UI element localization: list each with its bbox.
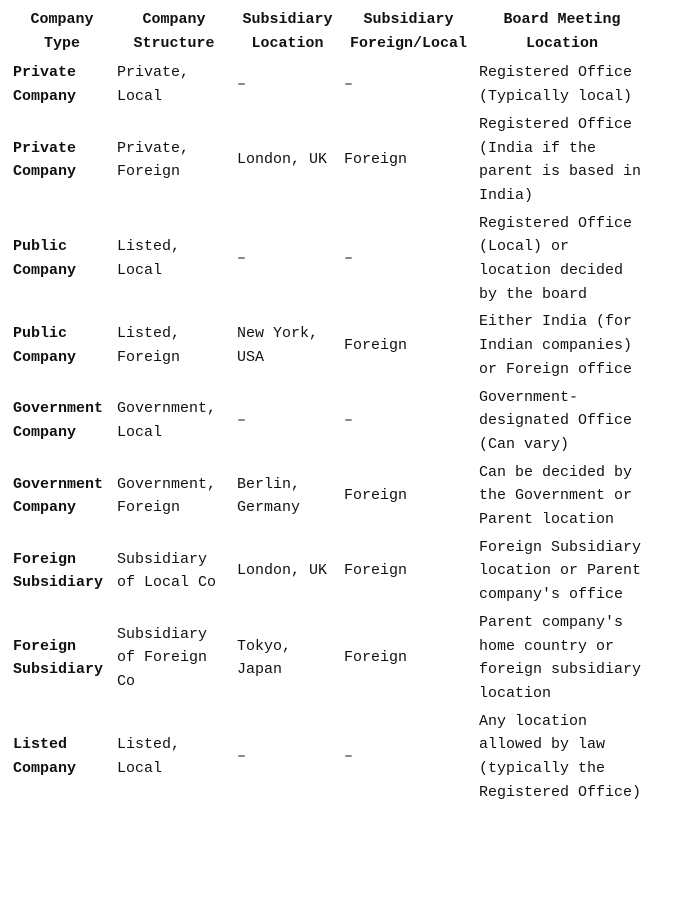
board-meeting-location-cell: Either India (for Indian companies) or F… — [479, 313, 633, 378]
board-meeting-location-cell: Registered Office (Local) or location de… — [479, 214, 633, 303]
board-meeting-location-cell: Foreign Subsidiary location or Parent co… — [479, 538, 642, 604]
subsidiary-location-cell: Berlin, Germany — [237, 475, 301, 517]
company-type-cell: Government Company — [13, 475, 104, 517]
company-structure-cell: Subsidiary of Local Co — [117, 550, 217, 592]
company-table: Company Type Company Structure Subsidiary … — [10, 6, 648, 807]
subsidiary-location-cell: London, UK — [237, 151, 328, 169]
header-row: Company Type Company Structure Subsidiary … — [10, 6, 648, 59]
company-type-cell: Private Company — [13, 64, 77, 106]
table-row: Government Company Government, Foreign Ber… — [10, 459, 648, 534]
subsidiary-foreign-local-cell: Foreign — [344, 151, 408, 169]
board-meeting-location-cell: Parent company's home country or foreign… — [479, 613, 642, 702]
subsidiary-location-cell: – — [237, 76, 247, 94]
subsidiary-foreign-local-cell: Foreign — [344, 487, 408, 505]
table-row: Private Company Private, Local – – Registere… — [10, 59, 648, 110]
company-type-cell: Government Company — [13, 400, 104, 442]
column-header: Subsidiary Location — [242, 11, 333, 52]
company-type-cell: Foreign Subsidiary — [13, 637, 104, 679]
subsidiary-foreign-local-cell: Foreign — [344, 337, 408, 355]
company-type-cell: Private Company — [13, 139, 77, 181]
company-structure-cell: Listed, Foreign — [117, 325, 181, 366]
company-type-cell: Public Company — [13, 238, 77, 280]
subsidiary-location-cell: Tokyo, Japan — [237, 637, 292, 679]
table-row: Public Company Listed, Local – – Registered … — [10, 210, 648, 309]
board-meeting-location-cell: Government-designated Office (Can vary) — [479, 388, 633, 453]
column-header: Company Structure — [133, 11, 215, 52]
column-header: Company Type — [30, 11, 94, 52]
table-row: Listed Company Listed, Local – – Any locatio… — [10, 708, 648, 807]
company-structure-cell: Listed, Local — [117, 736, 181, 778]
subsidiary-location-cell: – — [237, 748, 247, 766]
company-structure-cell: Subsidiary of Foreign Co — [117, 625, 208, 691]
company-structure-cell: Government, Foreign — [117, 475, 217, 517]
subsidiary-foreign-local-cell: Foreign — [344, 562, 408, 580]
table-row: Private Company Private, Foreign London, U… — [10, 111, 648, 210]
company-structure-cell: Private, Foreign — [117, 139, 190, 181]
company-structure-cell: Listed, Local — [117, 238, 181, 280]
column-header: Subsidiary Foreign/Local — [349, 11, 468, 52]
subsidiary-foreign-local-cell: – — [344, 748, 354, 766]
table-row: Foreign Subsidiary Subsidiary of Local Co… — [10, 534, 648, 609]
company-type-cell: Listed Company — [13, 736, 77, 778]
board-meeting-location-cell: Registered Office (Typically local) — [479, 64, 633, 106]
subsidiary-foreign-local-cell: – — [344, 250, 354, 268]
company-structure-cell: Private, Local — [117, 64, 190, 106]
table-row: Public Company Listed, Foreign New York, U… — [10, 308, 648, 383]
subsidiary-foreign-local-cell: Foreign — [344, 649, 408, 667]
subsidiary-foreign-local-cell: – — [344, 76, 354, 94]
subsidiary-location-cell: – — [237, 412, 247, 430]
subsidiary-foreign-local-cell: – — [344, 412, 354, 430]
board-meeting-location-cell: Registered Office (India if the parent i… — [479, 115, 642, 204]
board-meeting-location-cell: Can be decided by the Government or Pare… — [479, 463, 633, 529]
subsidiary-location-cell: – — [237, 250, 247, 268]
table-row: Government Company Government, Local – – Gov… — [10, 384, 648, 459]
subsidiary-location-cell: London, UK — [237, 562, 328, 580]
subsidiary-location-cell: New York, USA — [237, 325, 319, 366]
table-row: Foreign Subsidiary Subsidiary of Foreign … — [10, 609, 648, 708]
company-type-cell: Public Company — [13, 325, 77, 366]
column-header: Board Meeting Location — [503, 11, 621, 52]
company-type-cell: Foreign Subsidiary — [13, 550, 104, 592]
board-meeting-location-cell: Any location allowed by law (typically t… — [479, 712, 642, 801]
company-structure-cell: Government, Local — [117, 400, 217, 442]
